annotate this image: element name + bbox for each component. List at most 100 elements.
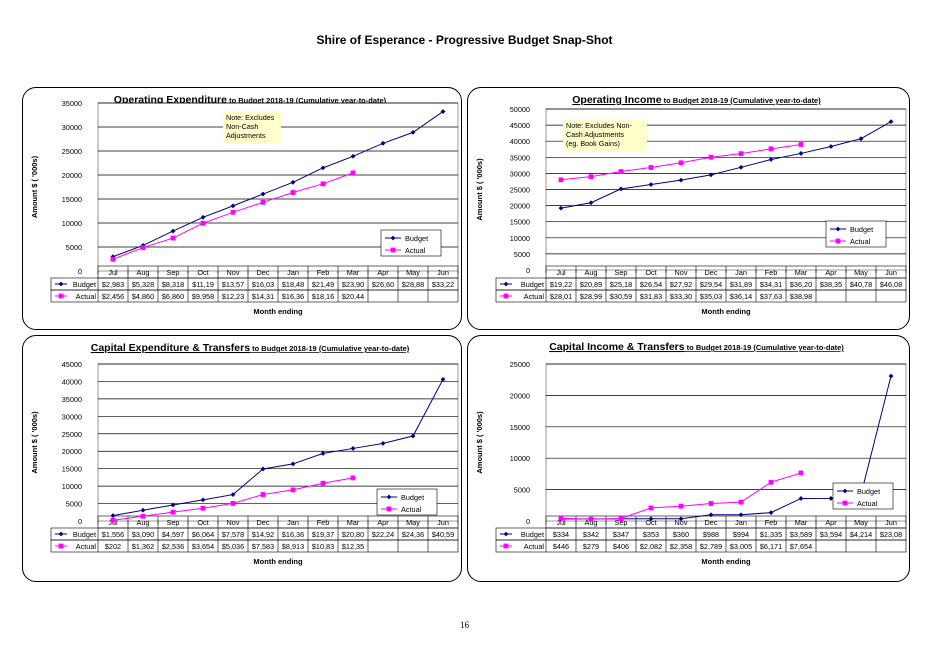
x-tick-label: Jul xyxy=(556,268,566,277)
y-tick-label: 5000 xyxy=(66,243,82,252)
table-series-name: Budget xyxy=(521,280,544,289)
x-tick-label: Jan xyxy=(735,268,747,277)
table-cell: $6,171 xyxy=(760,542,782,551)
x-tick-label: Jan xyxy=(287,518,299,527)
data-point-budget xyxy=(768,157,774,162)
y-tick-label: 10000 xyxy=(62,482,82,491)
legend-marker xyxy=(842,500,848,506)
x-tick-label: Oct xyxy=(645,518,656,527)
x-tick-label: Feb xyxy=(765,268,778,277)
data-point-budget xyxy=(110,254,116,260)
table-cell: $33,30 xyxy=(670,292,692,301)
data-point-budget xyxy=(678,516,684,522)
table-cell: $14,92 xyxy=(252,530,274,539)
table-cell: $24,36 xyxy=(402,530,424,539)
table-key-marker xyxy=(58,531,64,537)
chart-title: Capital Expenditure & Transfers to Budge… xyxy=(91,342,410,354)
data-point-budget xyxy=(708,512,714,518)
table-cell: $37,63 xyxy=(760,292,782,301)
x-tick-label: Nov xyxy=(675,268,688,277)
legend-marker xyxy=(390,235,396,241)
data-point-budget xyxy=(200,497,206,503)
table-cell: $21,49 xyxy=(312,280,334,289)
data-point-actual xyxy=(558,515,564,521)
table-cell: $16,36 xyxy=(282,530,304,539)
data-point-actual xyxy=(708,501,714,506)
data-point-actual xyxy=(798,470,804,476)
note-text: Note: Excludes xyxy=(226,113,275,122)
data-point-budget xyxy=(230,203,236,209)
table-cell: $28,88 xyxy=(402,280,424,289)
x-tick-label: Aug xyxy=(585,518,598,527)
y-tick-label: 30000 xyxy=(510,169,530,178)
data-point-budget xyxy=(170,228,176,234)
table-cell: $360 xyxy=(673,530,689,539)
data-point-budget xyxy=(858,136,864,142)
table-series-name: Actual xyxy=(76,542,97,551)
data-point-budget xyxy=(320,165,326,171)
y-tick-label: 30000 xyxy=(62,412,82,421)
table-series-name: Actual xyxy=(524,292,545,301)
table-cell: $36,20 xyxy=(790,280,812,289)
x-tick-label: Mar xyxy=(795,518,808,527)
data-point-actual xyxy=(738,499,744,505)
data-point-actual xyxy=(170,509,176,515)
table-cell: $334 xyxy=(553,530,569,539)
x-tick-label: Oct xyxy=(197,518,208,527)
table-cell: $7,654 xyxy=(790,542,812,551)
table-cell: $10,83 xyxy=(312,542,334,551)
y-axis-label: Amount $ ( '000s) xyxy=(30,155,39,218)
data-point-budget xyxy=(380,441,386,446)
table-cell: $2,456 xyxy=(102,292,124,301)
data-point-actual xyxy=(678,503,684,509)
x-tick-label: Aug xyxy=(137,268,150,277)
data-point-actual xyxy=(618,169,624,174)
y-tick-label: 0 xyxy=(78,267,82,276)
table-cell: $16,36 xyxy=(282,292,304,301)
table-cell: $22,24 xyxy=(372,530,394,539)
y-tick-label: 0 xyxy=(526,266,530,275)
y-tick-label: 5000 xyxy=(514,250,530,259)
x-tick-label: Nov xyxy=(227,268,240,277)
table-cell: $342 xyxy=(583,530,599,539)
operating-income-panel: Operating Income to Budget 2018-19 (Cumu… xyxy=(467,87,910,330)
table-cell: $40,59 xyxy=(432,530,454,539)
table-cell: $3,090 xyxy=(132,530,154,539)
table-cell: $19,22 xyxy=(550,280,572,289)
y-tick-label: 30000 xyxy=(62,123,82,132)
data-point-budget xyxy=(350,446,356,451)
data-point-actual xyxy=(260,492,266,497)
x-tick-label: Sep xyxy=(615,518,628,527)
legend-label: Budget xyxy=(857,487,880,496)
page-number: 16 xyxy=(460,620,469,630)
table-cell: $18,16 xyxy=(312,292,334,301)
data-point-actual xyxy=(110,256,116,262)
note-box xyxy=(223,111,281,143)
table-cell: $36,14 xyxy=(730,292,752,301)
table-cell: $31,89 xyxy=(730,280,752,289)
table-cell: $3,654 xyxy=(192,542,214,551)
data-point-actual xyxy=(320,480,326,486)
data-point-budget xyxy=(440,109,446,114)
note-text: Non-Cash xyxy=(226,122,258,131)
x-tick-label: May xyxy=(406,518,420,527)
data-point-actual xyxy=(110,517,116,523)
table-key-marker xyxy=(503,281,509,287)
x-tick-label: Mar xyxy=(347,518,360,527)
table-key-marker xyxy=(58,281,64,287)
table-cell: $2,983 xyxy=(102,280,124,289)
data-point-actual xyxy=(768,479,774,485)
x-tick-label: Sep xyxy=(167,518,180,527)
table-cell: $11,19 xyxy=(192,280,214,289)
table-key-marker xyxy=(58,293,64,299)
data-point-budget xyxy=(170,502,176,508)
legend-marker xyxy=(835,238,841,244)
data-point-actual xyxy=(558,177,564,183)
table-cell: $2,358 xyxy=(670,542,692,551)
y-tick-label: 15000 xyxy=(510,218,530,227)
table-cell: $26,60 xyxy=(372,280,394,289)
data-point-actual xyxy=(648,165,654,170)
x-tick-label: Jun xyxy=(885,518,897,527)
table-cell: $347 xyxy=(613,530,629,539)
table-cell: $8,318 xyxy=(162,280,184,289)
